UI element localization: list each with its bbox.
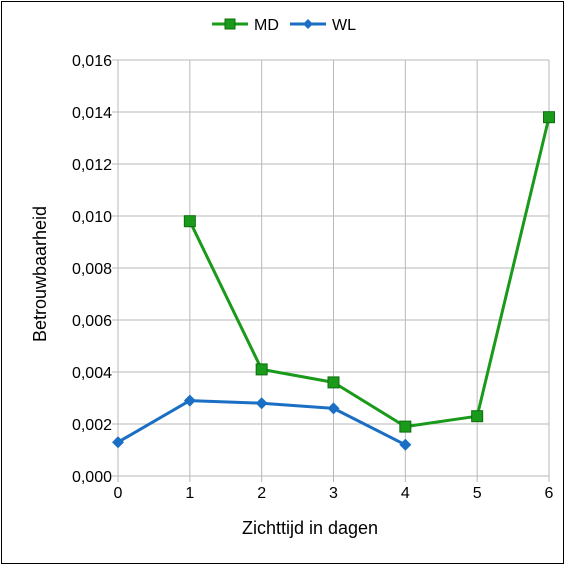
y-tick-label: 0,000: [72, 469, 112, 486]
y-axis-label: Betrouwbaarheid: [30, 206, 50, 342]
y-tick-label: 0,012: [72, 157, 112, 174]
series-md: [183, 111, 555, 433]
x-tick-label: 4: [401, 485, 410, 502]
data-point-wl: [327, 402, 340, 415]
series-wl: [112, 394, 412, 451]
y-tick-label: 0,004: [72, 365, 112, 382]
data-point-md: [183, 215, 196, 228]
legend-item-wl: WL: [290, 17, 356, 34]
x-tick-label: 0: [114, 485, 123, 502]
x-tick-label: 1: [185, 485, 194, 502]
x-tick-label: 2: [257, 485, 266, 502]
y-tick-label: 0,008: [72, 261, 112, 278]
data-point-wl: [183, 394, 196, 407]
series-line-md: [188, 116, 551, 429]
data-point-wl: [255, 397, 268, 410]
data-point-md: [543, 111, 555, 124]
legend-label: MD: [254, 17, 279, 34]
x-tick-label: 6: [545, 485, 554, 502]
data-point-md: [471, 410, 484, 423]
data-point-wl: [399, 438, 412, 451]
series-layer: [112, 111, 555, 451]
x-axis-label: Zichttijd in dagen: [242, 518, 378, 538]
data-point-md: [327, 376, 340, 389]
x-tick-label: 3: [329, 485, 338, 502]
y-tick-label: 0,002: [72, 417, 112, 434]
data-point-wl: [112, 436, 124, 449]
y-tick-label: 0,010: [72, 209, 112, 226]
y-tick-label: 0,006: [72, 313, 112, 330]
y-tick-label: 0,014: [72, 105, 112, 122]
legend-marker: [303, 19, 313, 29]
data-point-md: [255, 363, 268, 376]
legend-item-md: MD: [212, 17, 279, 34]
data-point-md: [399, 420, 412, 433]
y-tick-labels: 0,000 0,002 0,004 0,006 0,008 0,010 0,012 0,014…: [72, 53, 112, 486]
grid-lines: [118, 59, 550, 476]
y-tick-label: 0,016: [72, 53, 112, 70]
legend: MD WL: [212, 17, 356, 34]
x-tick-labels: 0 1 2 3 4 5 6: [114, 485, 554, 502]
legend-label: WL: [332, 17, 356, 34]
legend-marker: [224, 18, 236, 30]
axes: [112, 59, 550, 482]
x-tick-label: 5: [473, 485, 482, 502]
